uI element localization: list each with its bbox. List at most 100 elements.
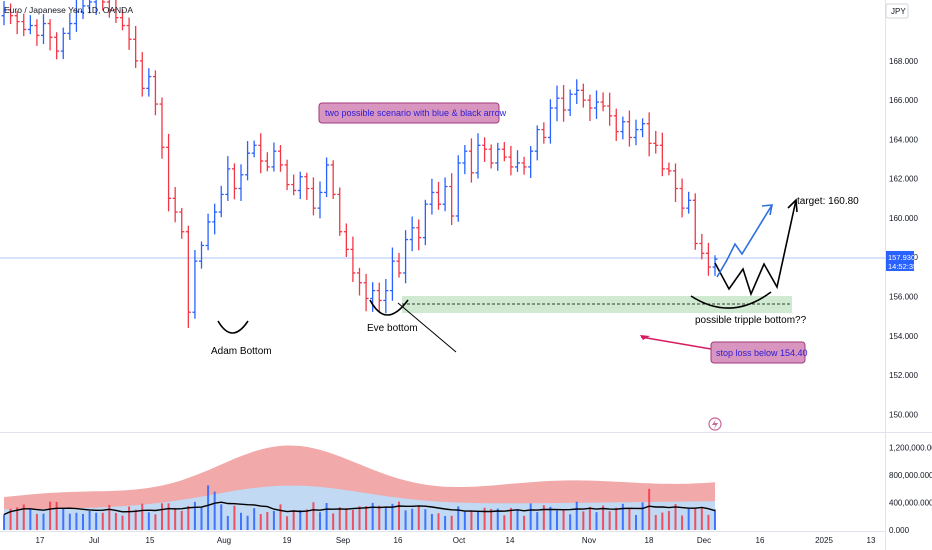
volume-bar: [391, 503, 394, 530]
volume-bar: [9, 508, 12, 530]
ohlc-bar: [73, 0, 79, 32]
volume-bar: [681, 515, 684, 530]
target-label: target: 160.80: [797, 196, 859, 207]
price-tick-label: 154.000: [889, 332, 918, 341]
volume-bar: [147, 512, 150, 530]
ohlc-bar: [185, 225, 191, 328]
blue-arrow-head: [761, 204, 773, 216]
volume-bar: [667, 510, 670, 530]
ohlc-bar: [21, 13, 27, 37]
volume-bar: [286, 516, 289, 530]
volume-bar: [233, 505, 236, 530]
ohlc-bar: [258, 133, 264, 174]
ohlc-bar: [705, 242, 711, 276]
ohlc-bar: [159, 97, 165, 159]
volume-bar: [694, 508, 697, 530]
volume-bars: [3, 485, 716, 530]
ohlc-bar: [304, 172, 310, 200]
ohlc-bar: [673, 163, 678, 203]
eve-bottom-arc: [369, 299, 409, 316]
volume-bar: [608, 511, 611, 530]
volume-bar: [240, 512, 242, 530]
ohlc-bar: [231, 163, 237, 200]
volume-bar: [417, 505, 420, 530]
ohlc-bar: [692, 193, 698, 250]
price-tick-label: 160.000: [889, 214, 918, 223]
ohlc-bar: [34, 19, 40, 46]
volume-bar: [542, 505, 545, 530]
ohlc-bar: [594, 90, 599, 119]
ohlc-bar: [172, 187, 178, 223]
volume-bar: [266, 512, 269, 530]
ohlc-bar: [383, 278, 389, 314]
ohlc-bar: [666, 162, 672, 176]
ohlc-bar: [238, 164, 244, 201]
volume-bar: [648, 488, 651, 530]
volume-bar: [292, 510, 295, 530]
volume-bar: [88, 511, 91, 530]
ohlc-bar: [547, 99, 553, 144]
ohlc-bar: [291, 174, 297, 196]
ohlc-bar: [245, 141, 251, 181]
price-tick-label: 168.000: [889, 57, 918, 66]
currency-label-box[interactable]: [885, 3, 909, 19]
volume-bar: [332, 513, 335, 530]
volume-bar: [305, 509, 308, 530]
volume-bar: [714, 509, 716, 530]
price-tick-label: 156.000: [889, 293, 918, 302]
volume-bar: [365, 506, 368, 530]
volume-bar: [68, 513, 71, 530]
ohlc-bar: [120, 9, 125, 31]
volume-bar: [437, 513, 440, 530]
ohlc-bar: [416, 219, 422, 251]
time-tick-label: Aug: [217, 536, 231, 545]
volume-bar: [674, 503, 677, 530]
time-tick-label: Dec: [697, 536, 711, 545]
volume-bar: [319, 512, 321, 530]
price-tick-label: 152.000: [889, 371, 918, 380]
ohlc-bar: [561, 84, 567, 122]
adam-bottom-label: Adam Bottom: [211, 346, 272, 357]
volume-bar: [509, 507, 512, 530]
volume-bar: [562, 510, 565, 530]
volume-bar: [62, 507, 65, 530]
ohlc-bar: [284, 159, 290, 191]
ohlc-bar: [574, 79, 580, 104]
volume-bar: [312, 502, 315, 530]
ohlc-bar: [482, 137, 488, 162]
ohlc-bar: [60, 27, 66, 60]
volume-bar: [167, 503, 170, 530]
volume-bar: [496, 508, 499, 530]
volume-bar: [29, 508, 32, 530]
ohlc-bar: [607, 92, 613, 126]
ohlc-bar: [580, 83, 586, 108]
volume-bar: [371, 502, 374, 530]
time-tick-label: 16: [394, 536, 403, 545]
ohlc-bar: [251, 140, 257, 158]
ohlc-bar: [14, 11, 20, 35]
ohlc-bar: [1, 1, 7, 26]
ohlc-bar: [80, 0, 86, 19]
volume-bar: [22, 504, 25, 530]
volume-bar: [430, 513, 433, 530]
ohlc-bar: [350, 236, 356, 283]
volume-bar: [556, 510, 558, 530]
ohlc-bar: [659, 132, 665, 177]
volume-bar: [141, 503, 144, 530]
volume-bar: [588, 506, 591, 530]
ohlc-bar: [653, 130, 659, 154]
volume-bar: [628, 508, 631, 530]
volume-bar: [569, 514, 572, 530]
ohlc-bar: [179, 207, 185, 239]
ohlc-bar: [317, 181, 323, 219]
volume-bar: [582, 511, 585, 530]
volume-bar: [404, 510, 407, 530]
volume-bar: [477, 511, 479, 530]
ohlc-bar: [534, 125, 540, 161]
ohlc-bar: [508, 145, 514, 176]
time-tick-label: 14: [506, 536, 515, 545]
volume-bar: [490, 508, 493, 530]
ohlc-bar: [363, 273, 369, 312]
ohlc-bar: [278, 145, 283, 172]
